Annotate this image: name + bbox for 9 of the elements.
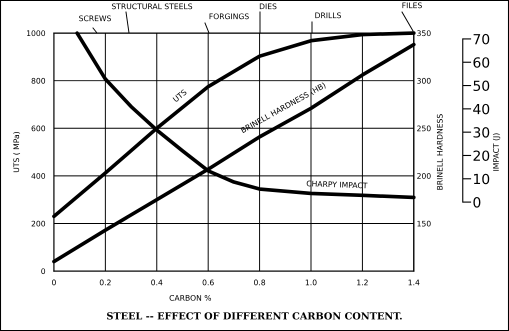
y3-tick-label: 20 — [474, 150, 490, 161]
y3-tick-label: 0 — [473, 197, 480, 208]
y3-tick-label: 70 — [474, 34, 490, 44]
text: STEEL -- EFFECT OF DIFFERENT CARBON CONTENT. — [107, 312, 402, 320]
y3-tick-label: 60 — [473, 57, 490, 68]
y3-tick-label: 10 — [474, 174, 490, 184]
y3-tick-label: 40 — [473, 104, 490, 114]
y3-tick-label: 30 — [474, 127, 490, 138]
y3-tick-label: 50 — [474, 80, 490, 92]
